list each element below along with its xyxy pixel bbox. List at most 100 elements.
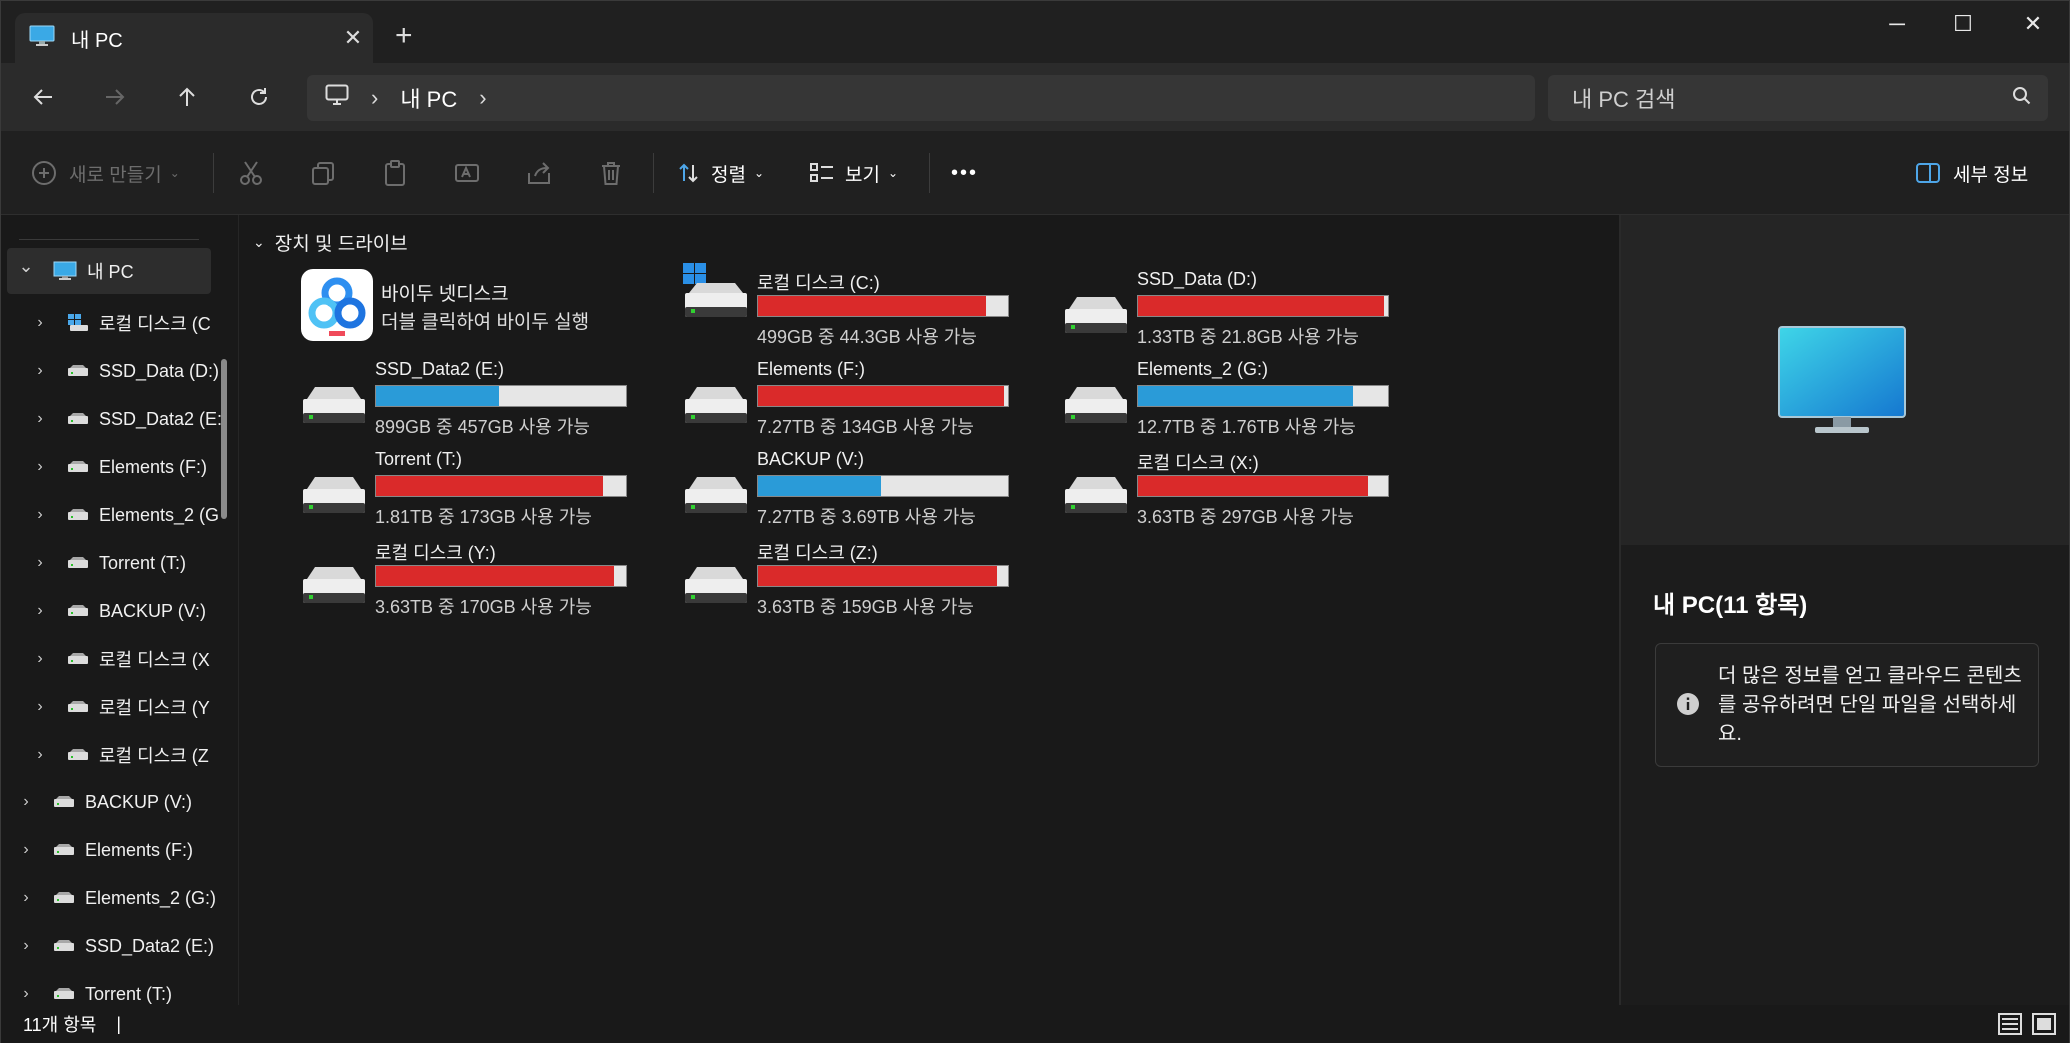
search-icon[interactable] — [2012, 85, 2032, 113]
sidebar-item[interactable]: › Elements (F:) — [15, 827, 231, 873]
tab-title: 내 PC — [71, 29, 123, 52]
chevron-right-icon[interactable]: › — [37, 410, 43, 427]
drive-usage-bar — [757, 475, 1009, 497]
sidebar-item[interactable]: › SSD_Data2 (E:) — [29, 396, 231, 442]
text-cursor: | — [116, 1013, 122, 1034]
cut-icon[interactable] — [237, 155, 265, 191]
chevron-right-icon[interactable]: › — [479, 85, 487, 110]
section-devices-drives[interactable]: ⌄ 장치 및 드라이브 — [253, 229, 408, 256]
sidebar-item[interactable]: › 로컬 디스크 (X — [29, 636, 231, 682]
sidebar-item[interactable]: › SSD_Data2 (E:) — [15, 923, 231, 969]
chevron-right-icon[interactable]: › — [37, 458, 43, 475]
sidebar-scrollbar[interactable] — [221, 359, 227, 519]
maximize-button[interactable]: ☐ — [1953, 11, 1973, 36]
chevron-right-icon[interactable]: › — [37, 602, 43, 619]
drive-tile[interactable]: Elements_2 (G:) 12.7TB 중 1.76TB 사용 가능 — [1063, 359, 1423, 439]
chevron-right-icon[interactable]: › — [23, 841, 29, 858]
drive-tile[interactable]: Torrent (T:) 1.81TB 중 173GB 사용 가능 — [301, 449, 661, 529]
chevron-right-icon[interactable]: › — [23, 793, 29, 810]
chevron-right-icon[interactable]: › — [371, 85, 379, 110]
chevron-right-icon[interactable]: › — [37, 746, 43, 763]
windows-drive-icon — [67, 313, 89, 333]
delete-icon[interactable] — [597, 155, 625, 191]
baidu-netdisk-icon — [301, 269, 373, 341]
chevron-right-icon[interactable]: › — [23, 937, 29, 954]
tab-my-pc[interactable]: 내 PC ✕ — [15, 13, 373, 63]
baidu-netdisk-item[interactable]: 바이두 넷디스크 더블 클릭하여 바이두 실행 — [301, 269, 661, 349]
breadcrumb-my-pc[interactable]: 내 PC — [400, 87, 458, 112]
drive-name: Torrent (T:) — [375, 449, 463, 469]
sidebar-item[interactable]: › SSD_Data (D:) — [29, 348, 231, 394]
forward-arrow-icon[interactable] — [93, 75, 137, 119]
minimize-button[interactable]: ─ — [1889, 11, 1905, 36]
sort-button[interactable]: 정렬 ⌄ — [677, 155, 764, 191]
paste-icon[interactable] — [381, 155, 409, 191]
divider — [19, 239, 199, 240]
drive-usage-bar — [757, 295, 1009, 317]
sidebar-item[interactable]: › Torrent (T:) — [29, 540, 231, 586]
sidebar-item-label: 내 PC — [87, 262, 134, 282]
drive-tile[interactable]: 로컬 디스크 (Z:) 3.63TB 중 159GB 사용 가능 — [683, 539, 1043, 619]
drive-space-info: 1.81TB 중 173GB 사용 가능 — [375, 507, 592, 527]
sidebar-item[interactable]: › 로컬 디스크 (Y — [29, 684, 231, 730]
drive-name: BACKUP (V:) — [757, 449, 865, 469]
sidebar-item-label: SSD_Data2 (E:) — [85, 935, 215, 956]
sidebar-item[interactable]: › 로컬 디스크 (C — [29, 300, 231, 346]
share-icon[interactable] — [525, 155, 553, 191]
chevron-right-icon[interactable]: › — [23, 889, 29, 906]
chevron-right-icon[interactable]: › — [23, 985, 29, 1002]
chevron-right-icon[interactable]: › — [37, 554, 43, 571]
drive-tile[interactable]: Elements (F:) 7.27TB 중 134GB 사용 가능 — [683, 359, 1043, 439]
hard-drive-icon — [683, 565, 749, 610]
drive-tile[interactable]: 로컬 디스크 (X:) 3.63TB 중 297GB 사용 가능 — [1063, 449, 1423, 529]
navigation-pane: ⌄ 내 PC › 로컬 디스크 (C › SSD_Data (D:) › SSD_Data2 … — [1, 215, 239, 1005]
drive-tile[interactable]: 로컬 디스크 (Y:) 3.63TB 중 170GB 사용 가능 — [301, 539, 661, 619]
copy-icon[interactable] — [309, 155, 337, 191]
chevron-down-icon[interactable]: ⌄ — [18, 255, 34, 276]
rename-icon[interactable] — [453, 155, 481, 191]
info-text: 더 많은 정보를 얻고 클라우드 콘텐츠를 공유하려면 단일 파일을 선택하세요… — [1718, 665, 2022, 745]
address-field[interactable]: › 내 PC › — [307, 75, 1535, 121]
sidebar-item[interactable]: › Torrent (T:) — [15, 971, 231, 1005]
title-bar: 내 PC ✕ + ─ ☐ ✕ — [1, 1, 2069, 63]
sidebar-item[interactable]: › BACKUP (V:) — [29, 588, 231, 634]
sidebar-item-label: SSD_Data (D:) — [99, 360, 220, 381]
chevron-down-icon: ⌄ — [169, 166, 180, 180]
details-view-icon[interactable] — [1997, 1011, 2023, 1037]
chevron-right-icon[interactable]: › — [37, 506, 43, 523]
sidebar-item[interactable]: › Elements (F:) — [29, 444, 231, 490]
more-options-button[interactable]: ••• — [951, 161, 979, 184]
sidebar-item[interactable]: › 로컬 디스크 (Z — [29, 732, 231, 778]
sort-icon — [679, 163, 698, 183]
section-title: 장치 및 드라이브 — [274, 234, 408, 255]
drive-tile[interactable]: SSD_Data (D:) 1.33TB 중 21.8GB 사용 가능 — [1063, 269, 1423, 349]
tiles-view-icon[interactable] — [2031, 1011, 2057, 1037]
drive-usage-fill — [1138, 296, 1384, 316]
new-tab-button[interactable]: + — [395, 19, 413, 52]
drive-icon — [67, 556, 89, 570]
drive-tile[interactable]: BACKUP (V:) 7.27TB 중 3.69TB 사용 가능 — [683, 449, 1043, 529]
sidebar-item[interactable]: › Elements_2 (G — [29, 492, 231, 538]
search-input[interactable]: 내 PC 검색 — [1548, 75, 2048, 121]
new-button[interactable]: 새로 만들기 ⌄ — [31, 155, 180, 191]
chevron-right-icon[interactable]: › — [37, 650, 43, 667]
sidebar-item[interactable]: ⌄ 내 PC — [7, 248, 211, 294]
details-pane-button[interactable]: 세부 정보 — [1915, 155, 2028, 191]
back-arrow-icon[interactable] — [21, 75, 65, 119]
view-button[interactable]: 보기 ⌄ — [809, 155, 898, 191]
tab-close-icon[interactable]: ✕ — [343, 25, 363, 50]
up-arrow-icon[interactable] — [165, 75, 209, 119]
chevron-right-icon[interactable]: › — [37, 314, 43, 331]
sidebar-item[interactable]: › Elements_2 (G:) — [15, 875, 231, 921]
sidebar-item[interactable]: › BACKUP (V:) — [15, 779, 231, 825]
close-button[interactable]: ✕ — [2023, 11, 2043, 36]
hard-drive-icon — [1063, 385, 1129, 430]
drive-space-info: 7.27TB 중 3.69TB 사용 가능 — [757, 507, 976, 527]
drive-tile[interactable]: 로컬 디스크 (C:) 499GB 중 44.3GB 사용 가능 — [683, 259, 1043, 347]
chevron-right-icon[interactable]: › — [37, 698, 43, 715]
chevron-right-icon[interactable]: › — [37, 362, 43, 379]
hard-drive-icon — [683, 385, 749, 430]
drive-usage-fill — [1138, 476, 1368, 496]
refresh-icon[interactable] — [237, 75, 281, 119]
drive-tile[interactable]: SSD_Data2 (E:) 899GB 중 457GB 사용 가능 — [301, 359, 661, 439]
